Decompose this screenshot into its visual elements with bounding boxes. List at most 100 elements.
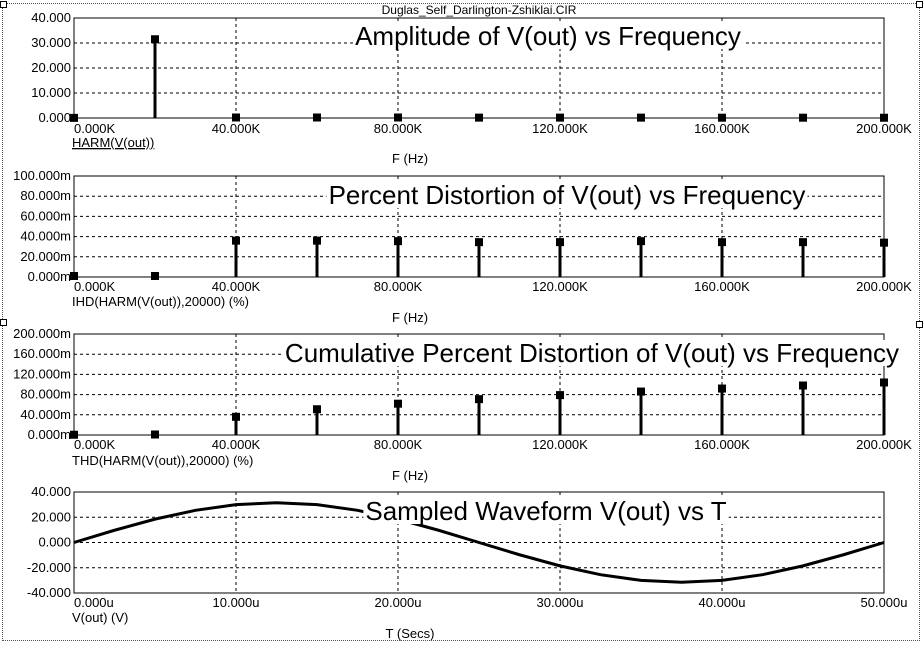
- chart-title-background: [353, 23, 743, 49]
- x-tick-label: 0.000K: [74, 437, 116, 452]
- data-marker: [232, 412, 240, 421]
- chart-title-background: [282, 340, 902, 366]
- y-tick-label: 0.000m: [28, 269, 71, 284]
- x-tick-label: 200.000K: [856, 437, 912, 452]
- chart-panel-3: 0.000m 40.000m 80.000m 120.000m 160.000m 200.…: [13, 326, 912, 483]
- data-marker: [70, 430, 78, 439]
- sample-point: [357, 509, 358, 511]
- x-tick-label: 120.000K: [532, 279, 588, 294]
- x-tick-label: 80.000K: [374, 279, 423, 294]
- data-marker: [475, 238, 483, 247]
- sample-point: [316, 504, 318, 506]
- resize-handle-top-left[interactable]: [0, 1, 7, 8]
- y-tick-label: 200.000m: [13, 326, 71, 341]
- x-tick-label: 10.000u: [213, 595, 260, 610]
- data-marker: [232, 113, 240, 122]
- y-tick-label: 20.000m: [20, 249, 71, 264]
- y-tick-label: -40.000: [27, 585, 71, 600]
- resize-handle-bottom-left[interactable]: [0, 319, 7, 326]
- data-marker: [70, 271, 78, 280]
- sample-point: [154, 518, 156, 520]
- chart-title: Cumulative Percent Distortion of V(out) …: [285, 338, 899, 368]
- data-marker: [394, 399, 402, 408]
- x-tick-label: 40.000K: [212, 437, 261, 452]
- x-tick-label: 40.000u: [699, 595, 746, 610]
- y-tick-label: 20.000: [31, 60, 71, 75]
- window-title: Duglas_Self_Darlington-Zshiklai.CIR: [382, 3, 577, 17]
- sample-point: [73, 542, 75, 543]
- data-marker: [718, 113, 726, 122]
- data-marker: [718, 384, 726, 393]
- sample-point: [519, 554, 520, 556]
- y-tick-label: 40.000m: [20, 407, 71, 422]
- data-marker: [880, 238, 888, 247]
- x-tick-label: 160.000K: [694, 121, 750, 136]
- y-tick-label: -20.000: [27, 560, 71, 575]
- data-marker: [151, 430, 159, 439]
- sample-point: [721, 579, 723, 581]
- data-marker: [799, 113, 807, 122]
- y-tick-label: 0.000: [38, 110, 71, 125]
- data-marker: [313, 113, 321, 122]
- sample-point: [802, 565, 804, 567]
- y-tick-label: 0.000m: [28, 427, 71, 442]
- y-tick-label: 100.000m: [13, 168, 71, 183]
- sample-point: [600, 574, 601, 576]
- y-tick-label: 40.000: [31, 484, 71, 499]
- x-tick-label: 50.000u: [861, 595, 908, 610]
- sample-point: [276, 502, 277, 504]
- sample-point: [762, 574, 763, 576]
- x-tick-label: 40.000K: [212, 279, 261, 294]
- x-tick-label: 80.000K: [374, 121, 423, 136]
- y-tick-label: 40.000m: [20, 229, 71, 244]
- y-tick-label: 60.000m: [20, 208, 71, 223]
- selection-border: [2, 3, 920, 641]
- x-tick-label: 120.000K: [532, 437, 588, 452]
- data-marker: [799, 381, 807, 390]
- data-marker: [151, 35, 159, 44]
- chart-title-background: [363, 498, 729, 524]
- data-marker: [556, 391, 564, 400]
- x-tick-label: 160.000K: [694, 437, 750, 452]
- sample-point: [883, 542, 885, 543]
- x-axis-label: F (Hz): [392, 310, 428, 325]
- chart-panel-1: 0.000 10.000 20.000 30.000 40.000 0.000K 40.00…: [31, 10, 912, 166]
- chart-title: Amplitude of V(out) vs Frequency: [355, 21, 741, 51]
- resize-handle-bottom-right[interactable]: [916, 321, 923, 328]
- data-marker: [637, 113, 645, 122]
- x-tick-label: 200.000K: [856, 279, 912, 294]
- sample-point: [478, 542, 480, 543]
- data-marker: [232, 236, 240, 245]
- data-marker: [313, 236, 321, 245]
- sample-point: [235, 504, 237, 506]
- chart-panel-2: 0.000m 20.000m 40.000m 60.000m 80.000m 100.00…: [13, 168, 912, 325]
- x-tick-label: 0.000K: [74, 121, 116, 136]
- data-marker: [637, 237, 645, 246]
- data-marker: [556, 238, 564, 247]
- y-tick-label: 80.000m: [20, 188, 71, 203]
- data-marker: [556, 113, 564, 122]
- data-marker: [880, 113, 888, 122]
- y-tick-label: 160.000m: [13, 346, 71, 361]
- data-marker: [394, 237, 402, 246]
- x-axis-label: F (Hz): [392, 151, 428, 166]
- trace-label: THD(HARM(V(out)),20000) (%): [72, 453, 253, 468]
- data-marker: [718, 238, 726, 247]
- sample-point: [195, 509, 196, 511]
- sample-point: [843, 554, 844, 556]
- sample-point: [559, 565, 561, 567]
- chart-title-background: [326, 182, 808, 208]
- resize-handle-top-right[interactable]: [916, 1, 923, 8]
- sample-point: [681, 581, 682, 583]
- x-tick-label: 20.000u: [375, 595, 422, 610]
- data-marker: [475, 113, 483, 122]
- y-tick-label: 10.000: [31, 85, 71, 100]
- data-marker: [637, 387, 645, 396]
- data-marker: [475, 395, 483, 404]
- data-marker: [799, 238, 807, 247]
- x-tick-label: 120.000K: [532, 121, 588, 136]
- x-tick-label: 40.000K: [212, 121, 261, 136]
- y-tick-label: 30.000: [31, 35, 71, 50]
